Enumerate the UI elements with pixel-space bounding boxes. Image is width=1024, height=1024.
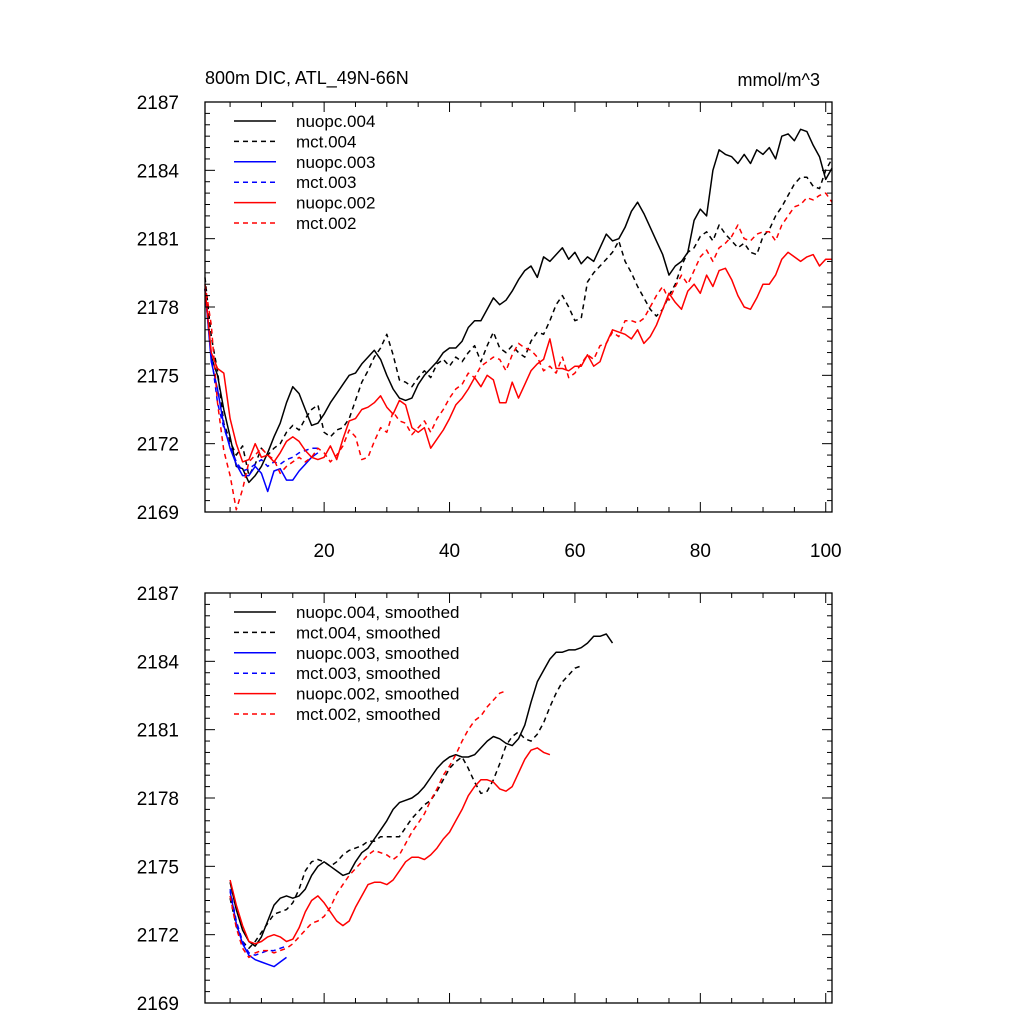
y-tick-label: 2169 <box>137 994 179 1015</box>
legend-label: nuopc.003, smoothed <box>296 644 460 663</box>
series-line <box>204 192 833 511</box>
top-axis-layer: 2169 2172 2175 2178 2181 2184 2187 20 40 60 80 100 <box>137 93 842 562</box>
legend-label: nuopc.003 <box>296 153 375 172</box>
y-tick-label: 2172 <box>137 435 179 456</box>
y-tick-label: 2181 <box>137 230 179 251</box>
series-line <box>204 128 833 484</box>
y-tick-label: 2175 <box>137 857 179 878</box>
x-tick-label: 60 <box>564 541 585 562</box>
legend-label: mct.004, smoothed <box>296 623 441 642</box>
legend-label: mct.002, smoothed <box>296 705 441 724</box>
x-tick-label: 100 <box>810 541 842 562</box>
series-line <box>204 158 833 477</box>
legend-label: mct.003, smoothed <box>296 664 441 683</box>
series-line <box>229 747 551 945</box>
legend-label: mct.004 <box>296 132 356 151</box>
chart-title: 800m DIC, ATL_49N-66N <box>205 68 409 89</box>
y-tick-label: 2187 <box>137 584 179 605</box>
bottom-axis-layer: 2169 2172 2175 2178 2181 2184 2187 <box>137 584 832 1015</box>
x-tick-label: 20 <box>314 541 335 562</box>
units-label: mmol/m^3 <box>738 70 820 90</box>
bottom-series-layer <box>229 633 614 968</box>
series-line <box>204 288 319 493</box>
y-tick-label: 2178 <box>137 298 179 319</box>
y-tick-label: 2175 <box>137 366 179 387</box>
series-line <box>229 888 287 956</box>
y-tick-label: 2181 <box>137 721 179 742</box>
y-tick-label: 2178 <box>137 789 179 810</box>
series-line <box>229 633 614 947</box>
top-series-layer <box>204 128 833 511</box>
legend-label: mct.003 <box>296 173 356 192</box>
y-tick-label: 2187 <box>137 93 179 114</box>
y-tick-label: 2172 <box>137 926 179 947</box>
legend-label: mct.002 <box>296 214 356 233</box>
legend-label: nuopc.002, smoothed <box>296 685 460 704</box>
series-line <box>204 251 832 463</box>
y-tick-label: 2169 <box>137 503 179 524</box>
legend-label: nuopc.004 <box>296 112 375 131</box>
y-tick-label: 2184 <box>137 161 180 182</box>
y-tick-label: 2184 <box>137 652 180 673</box>
legend-label: nuopc.002 <box>296 194 375 213</box>
x-tick-label: 40 <box>439 541 460 562</box>
series-line <box>229 690 507 959</box>
x-tick-label: 80 <box>690 541 711 562</box>
legend-label: nuopc.004, smoothed <box>296 603 460 622</box>
bottom-panel: 2169 2172 2175 2178 2181 2184 2187 nuopc.004, … <box>137 584 833 1015</box>
series-line <box>229 665 582 950</box>
series-line <box>204 288 318 472</box>
